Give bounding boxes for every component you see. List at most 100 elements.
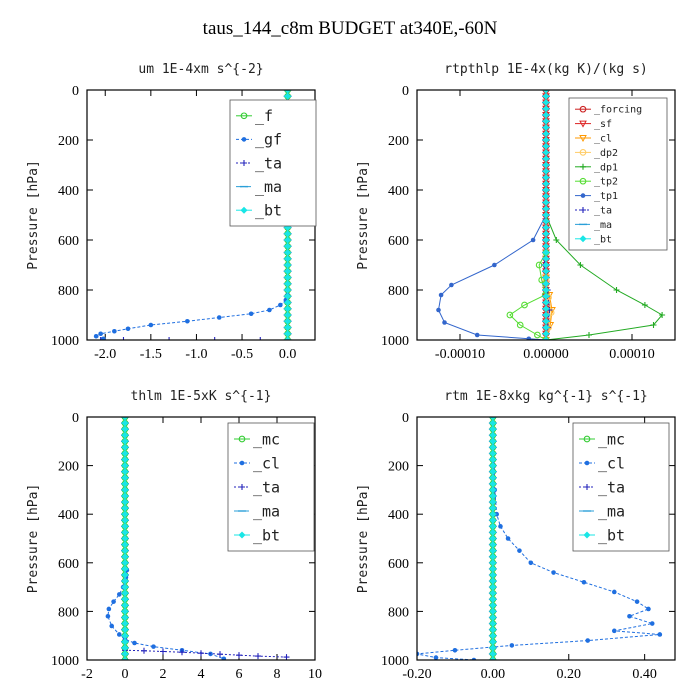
data-point	[581, 579, 587, 585]
legend-marker	[583, 531, 591, 539]
y-tick-label: 1000	[51, 334, 79, 349]
data-point	[132, 640, 137, 646]
data-point	[498, 524, 503, 529]
y-tick-label: 0	[72, 84, 79, 99]
legend: _f _gf _ta _ma _bt	[229, 99, 317, 227]
data-point	[248, 311, 254, 317]
x-tick-label: 4	[198, 667, 205, 682]
data-point	[442, 320, 447, 325]
x-tick-label: 0.20	[557, 667, 582, 682]
data-point	[489, 443, 497, 451]
series-bt	[489, 417, 497, 660]
legend-item: _ma	[579, 502, 625, 520]
data-point	[93, 333, 99, 339]
y-tick-label: 1000	[51, 654, 79, 669]
data-point	[534, 331, 541, 339]
data-point	[542, 249, 550, 256]
y-tick-label: 400	[58, 508, 79, 523]
legend-label: _tp2	[594, 177, 618, 188]
data-point	[284, 286, 292, 294]
y-tick-label: 800	[388, 605, 409, 620]
figure-title: taus_144_c8m BUDGET at340E,-60N	[202, 18, 498, 39]
data-point	[284, 311, 292, 319]
legend-item: _dp2	[575, 148, 618, 159]
data-point	[160, 648, 166, 655]
data-point	[505, 536, 511, 541]
data-point	[528, 560, 534, 566]
data-point	[121, 504, 129, 512]
data-point	[489, 492, 497, 500]
y-tick-label: 200	[388, 134, 409, 149]
legend-item: _bt	[575, 234, 612, 245]
data-point	[151, 644, 156, 649]
plot-frame	[416, 416, 676, 661]
data-point	[542, 230, 550, 238]
plot-area	[417, 417, 663, 660]
legend-marker	[579, 149, 587, 156]
legend-marker	[580, 163, 586, 170]
data-point	[489, 638, 497, 646]
data-point	[111, 599, 116, 604]
data-point	[284, 236, 292, 244]
x-tick-label: -1.0	[185, 347, 207, 362]
data-point	[121, 443, 129, 451]
legend-label: _dp2	[594, 148, 618, 159]
data-point	[542, 286, 550, 294]
data-point	[121, 607, 129, 615]
data-point	[489, 419, 497, 427]
series-line	[107, 417, 224, 660]
data-point	[112, 328, 117, 334]
x-tick-label: -0.00010	[435, 347, 485, 362]
data-point	[542, 149, 550, 156]
legend-item: _f	[236, 107, 273, 125]
chart-panel-4: rtm 1E-8xkg kg^{-1} s^{-1} Pressure [hPa]…	[356, 389, 676, 682]
y-axis-label: Pressure [hPa]	[26, 484, 41, 594]
data-point	[613, 287, 620, 293]
data-point	[121, 462, 129, 470]
data-point	[121, 510, 129, 518]
data-point	[542, 261, 550, 269]
data-point	[542, 174, 550, 181]
data-point	[542, 305, 550, 313]
legend-item: _bt	[579, 526, 625, 544]
data-point	[121, 492, 129, 500]
data-point	[489, 626, 497, 634]
legend-item: _ta	[579, 478, 625, 496]
data-point	[221, 656, 227, 660]
legend-item: _ma	[234, 502, 280, 520]
x-tick-label: -0.5	[231, 347, 253, 362]
legend-label: _ma	[598, 502, 625, 520]
legend-label: _bt	[594, 234, 612, 245]
data-point	[121, 656, 129, 660]
data-point	[489, 456, 497, 464]
data-point	[125, 326, 131, 332]
data-point	[284, 255, 292, 263]
data-point	[542, 142, 550, 150]
data-point	[542, 211, 550, 219]
legend-marker	[240, 206, 248, 214]
data-point	[659, 312, 666, 318]
data-point	[278, 302, 283, 308]
legend-label: _mc	[253, 430, 280, 448]
data-point	[121, 480, 129, 488]
legend-item: _gf	[236, 131, 282, 149]
data-point	[509, 643, 515, 648]
data-point	[611, 628, 617, 634]
data-point	[120, 337, 127, 340]
data-point	[542, 161, 550, 169]
data-point	[489, 595, 497, 603]
data-point	[121, 638, 129, 646]
data-point	[641, 302, 648, 308]
data-point	[489, 535, 497, 542]
data-point	[117, 592, 122, 597]
data-point	[121, 425, 129, 433]
data-point	[257, 337, 264, 340]
data-point	[542, 242, 550, 250]
data-point	[121, 486, 129, 494]
y-tick-label: 600	[388, 557, 409, 572]
x-tick-label: 0	[122, 667, 129, 682]
panel-title: rtpthlp 1E-4x(kg K)/(kg s)	[444, 62, 648, 77]
data-point	[121, 522, 129, 530]
data-point	[489, 425, 497, 433]
data-point	[121, 644, 129, 652]
